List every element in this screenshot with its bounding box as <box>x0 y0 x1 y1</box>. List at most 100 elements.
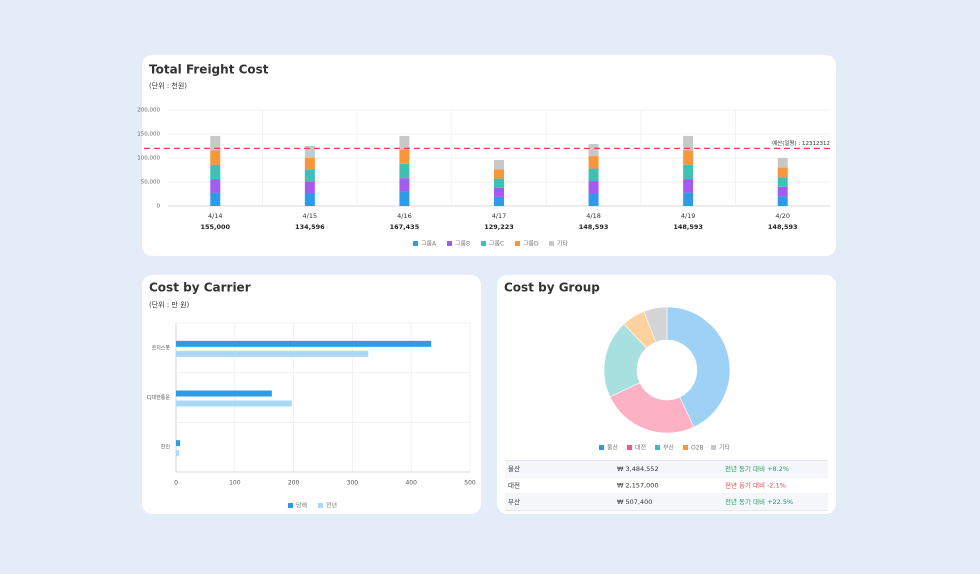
y-tick-label: 0 <box>157 204 161 210</box>
y-tick-label: 200,000 <box>137 108 160 114</box>
legend-swatch <box>711 445 716 450</box>
total-label: 129,223 <box>484 223 514 231</box>
total-label: 155,000 <box>200 223 230 231</box>
x-tick-label: 4/18 <box>586 212 601 220</box>
legend-swatch <box>288 503 293 508</box>
bar <box>176 400 292 407</box>
bar-segment <box>494 159 504 170</box>
bar-segment <box>683 179 694 193</box>
x-tick-label: 400 <box>405 480 417 487</box>
legend-label: 울산 <box>607 444 619 452</box>
bar-segment <box>777 186 788 197</box>
legend-label: 그룹D <box>523 241 539 248</box>
bar-segment <box>210 192 221 206</box>
bar-segment <box>683 150 694 165</box>
table-cell: ₩ 507,400 <box>617 498 652 506</box>
y-tick-label: 로지스봇 <box>152 344 171 351</box>
legend-label: 전년 <box>326 502 337 510</box>
bar-segment <box>683 135 694 151</box>
bar-segment <box>304 194 315 206</box>
bar-segment <box>683 164 694 180</box>
y-tick-label: 100,000 <box>137 156 160 162</box>
x-tick-label: 4/17 <box>492 212 507 220</box>
legend-swatch <box>413 241 418 246</box>
legend-swatch <box>627 445 632 450</box>
x-tick-label: 4/20 <box>775 212 790 220</box>
x-tick-label: 4/16 <box>397 212 412 220</box>
legend-swatch <box>599 445 604 450</box>
bar-segment <box>588 156 599 169</box>
x-tick-label: 300 <box>347 480 359 487</box>
bar-segment <box>304 182 315 194</box>
title: Cost by Group <box>504 281 600 295</box>
bar-segment <box>777 167 788 178</box>
title: Total Freight Cost <box>149 63 269 77</box>
bar-segment <box>399 163 410 179</box>
table-cell: ₩ 2,157,000 <box>617 482 659 490</box>
donut-segment <box>643 306 668 343</box>
bar <box>176 350 369 357</box>
bar-segment <box>210 164 221 180</box>
total-label: 167,435 <box>390 223 420 231</box>
bar-segment <box>683 192 694 206</box>
bar-segment <box>494 169 504 179</box>
subtitle: (단위 : 만 원) <box>149 300 190 309</box>
x-tick-label: 0 <box>174 480 178 487</box>
table-cell: 울산 <box>508 464 520 473</box>
total-label: 148,593 <box>673 223 703 231</box>
table-cell: 전년 동기 대비 -2.1% <box>725 481 786 490</box>
bar <box>176 390 272 397</box>
table-row <box>505 477 828 494</box>
bar-segment <box>399 191 410 206</box>
legend-label: 그룹B <box>455 241 470 248</box>
bar-segment <box>304 146 315 158</box>
bar-segment <box>494 187 504 197</box>
bar-segment <box>399 149 410 164</box>
y-tick-label: 150,000 <box>137 132 160 138</box>
bar-segment <box>399 135 410 150</box>
legend-swatch <box>318 503 323 508</box>
legend-label: 그룹C <box>489 241 504 248</box>
bar <box>176 340 432 347</box>
table-cell: 대전 <box>508 481 520 490</box>
bar-segment <box>777 196 788 206</box>
bar-segment <box>588 181 599 194</box>
legend-swatch <box>481 241 486 246</box>
donut-segment <box>666 306 731 428</box>
table-cell: 부산 <box>508 497 520 506</box>
x-tick-label: 200 <box>288 480 300 487</box>
legend-label: 부산 <box>663 444 675 452</box>
total-label: 148,593 <box>768 223 798 231</box>
title: Cost by Carrier <box>149 281 251 295</box>
legend-swatch <box>549 241 554 246</box>
bar-segment <box>588 144 599 157</box>
y-tick-label: 한진 <box>161 444 171 451</box>
table-row <box>505 494 828 511</box>
bar-segment <box>588 168 599 182</box>
legend-label: 대전 <box>635 444 646 452</box>
x-tick-label: 500 <box>464 480 476 487</box>
bar-segment <box>588 193 599 206</box>
y-tick-label: 50,000 <box>141 180 161 186</box>
card <box>497 275 836 514</box>
legend-swatch <box>515 241 520 246</box>
budget-label: 예산(일평) : 12312312 <box>772 139 830 147</box>
bar-segment <box>494 178 504 188</box>
bar-segment <box>210 150 221 165</box>
bar-segment <box>399 178 410 192</box>
legend-swatch <box>447 241 452 246</box>
legend-label: 기타 <box>719 444 731 452</box>
total-label: 134,596 <box>295 223 325 231</box>
table-cell: 전년 동기 대비 +8.2% <box>725 464 789 473</box>
legend-label: 그룹A <box>421 241 437 248</box>
legend-swatch <box>655 445 660 450</box>
bar-segment <box>777 158 788 168</box>
legend-label: 기타 <box>557 240 569 248</box>
table-cell: 전년 동기 대비 +22.5% <box>725 497 793 506</box>
subtitle: (단위 : 천원) <box>149 81 187 90</box>
legend-label: 당해 <box>296 502 307 510</box>
x-tick-label: 4/14 <box>208 212 223 220</box>
x-tick-label: 100 <box>229 480 241 487</box>
